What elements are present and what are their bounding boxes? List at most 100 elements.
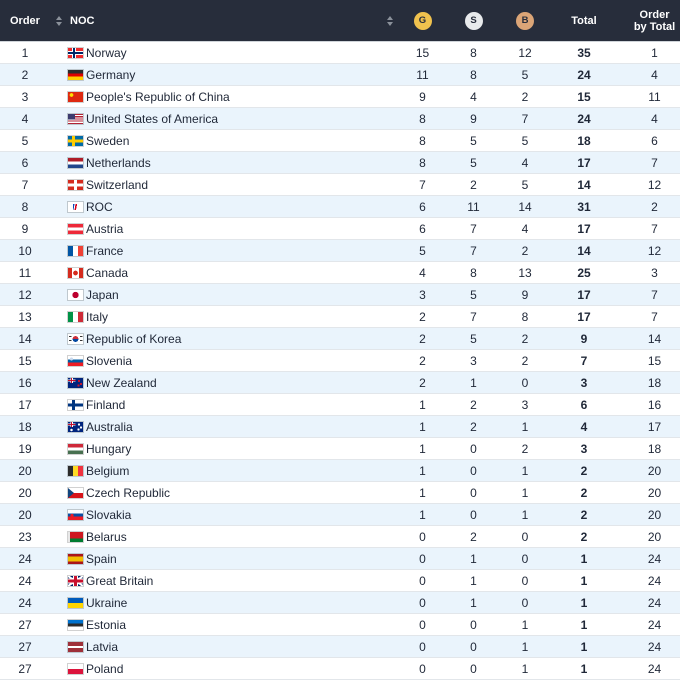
total-cell: 25 [577,265,591,280]
noc-cell: United States of America [50,112,397,126]
sort-icon-order[interactable] [56,15,62,26]
bronze-cell: 1 [521,661,529,676]
order-by-total-cell: 3 [651,265,658,280]
gold-cell: 15 [415,45,430,60]
sort-icon-noc[interactable] [387,15,393,26]
noc-cell: Latvia [50,640,397,654]
silver-cell: 1 [470,595,477,610]
bronze-cell: 1 [521,419,529,434]
flag-icon [68,113,83,124]
noc-label: Spain [86,551,117,566]
bronze-cell: 1 [521,485,529,500]
noc-cell: ROC [50,200,397,214]
flag-icon [68,553,83,564]
table-row: 18 Australia 1 2 1 4 17 [0,416,680,438]
flag-icon [68,377,83,388]
col-header-order-by-total-label: Order by Total [633,8,676,33]
noc-cell: Netherlands [50,156,397,170]
flag-icon [68,333,83,344]
order-by-total-cell: 20 [647,529,662,544]
silver-cell: 2 [470,529,477,544]
col-header-gold[interactable]: G [397,11,448,30]
total-cell: 1 [580,661,588,676]
flag-icon [68,421,83,432]
table-row: 7 Switzerland 7 2 5 14 12 [0,174,680,196]
order-by-total-cell: 18 [647,375,662,390]
col-header-bronze[interactable]: B [499,11,551,30]
table-row: 13 Italy 2 7 8 17 7 [0,306,680,328]
total-cell: 17 [577,309,591,324]
col-header-order-by-total[interactable]: Order by Total [617,9,680,33]
flag-icon [68,157,83,168]
table-row: 23 Belarus 0 2 0 2 20 [0,526,680,548]
table-row: 4 United States of America 8 9 7 24 4 [0,108,680,130]
silver-cell: 5 [470,331,477,346]
col-header-total[interactable]: Total [571,14,597,27]
silver-cell: 7 [470,309,477,324]
flag-icon [68,663,83,674]
bronze-cell: 9 [521,287,529,302]
table-row: 20 Czech Republic 1 0 1 2 20 [0,482,680,504]
gold-cell: 0 [419,573,426,588]
table-row: 2 Germany 11 8 5 24 4 [0,64,680,86]
gold-cell: 5 [419,243,426,258]
total-cell: 35 [577,45,591,60]
bronze-cell: 2 [521,441,529,456]
total-cell: 2 [580,507,588,522]
gold-cell: 8 [419,133,426,148]
total-cell: 24 [577,111,591,126]
total-cell: 3 [580,375,588,390]
gold-cell: 2 [419,331,426,346]
bronze-cell: 1 [521,463,529,478]
order-cell: 11 [18,265,32,280]
total-cell: 4 [580,419,588,434]
flag-icon [68,487,83,498]
gold-cell: 1 [419,485,426,500]
silver-cell: 7 [470,243,477,258]
order-cell: 15 [18,353,32,368]
total-cell: 1 [580,595,588,610]
bronze-cell: 0 [521,573,529,588]
order-cell: 4 [21,111,29,126]
table-row: 20 Slovakia 1 0 1 2 20 [0,504,680,526]
order-cell: 24 [18,551,32,566]
order-by-total-cell: 12 [647,177,662,192]
flag-icon [68,575,83,586]
table-row: 24 Spain 0 1 0 1 24 [0,548,680,570]
bronze-cell: 4 [521,155,529,170]
noc-cell: Finland [50,398,397,412]
order-by-total-cell: 15 [647,353,662,368]
table-row: 16 New Zealand 2 1 0 3 18 [0,372,680,394]
order-by-total-cell: 18 [647,441,662,456]
gold-cell: 0 [419,617,426,632]
gold-cell: 1 [419,441,426,456]
col-header-noc-label[interactable]: NOC [70,14,95,27]
col-header-noc: NOC [50,0,397,41]
table-row: 24 Ukraine 0 1 0 1 24 [0,592,680,614]
total-cell: 1 [580,551,588,566]
col-header-order[interactable]: Order [10,14,40,27]
silver-cell: 5 [470,287,477,302]
noc-label: Canada [86,265,129,280]
silver-cell: 8 [470,45,477,60]
noc-label: Germany [86,67,136,82]
order-by-total-cell: 24 [647,595,662,610]
gold-cell: 2 [419,309,426,324]
col-header-silver[interactable]: S [448,11,499,30]
flag-icon [68,245,83,256]
gold-cell: 3 [419,287,426,302]
gold-cell: 1 [419,419,426,434]
bronze-cell: 2 [521,331,529,346]
table-row: 14 Republic of Korea 2 5 2 9 14 [0,328,680,350]
silver-cell: 0 [470,485,477,500]
silver-cell: 0 [470,463,477,478]
silver-cell: 9 [470,111,477,126]
order-by-total-cell: 7 [651,155,658,170]
noc-label: Australia [86,419,133,434]
total-cell: 2 [580,485,588,500]
noc-label: Switzerland [86,177,149,192]
bronze-cell: 8 [521,309,529,324]
bronze-cell: 14 [518,199,532,214]
noc-label: Norway [86,45,127,60]
